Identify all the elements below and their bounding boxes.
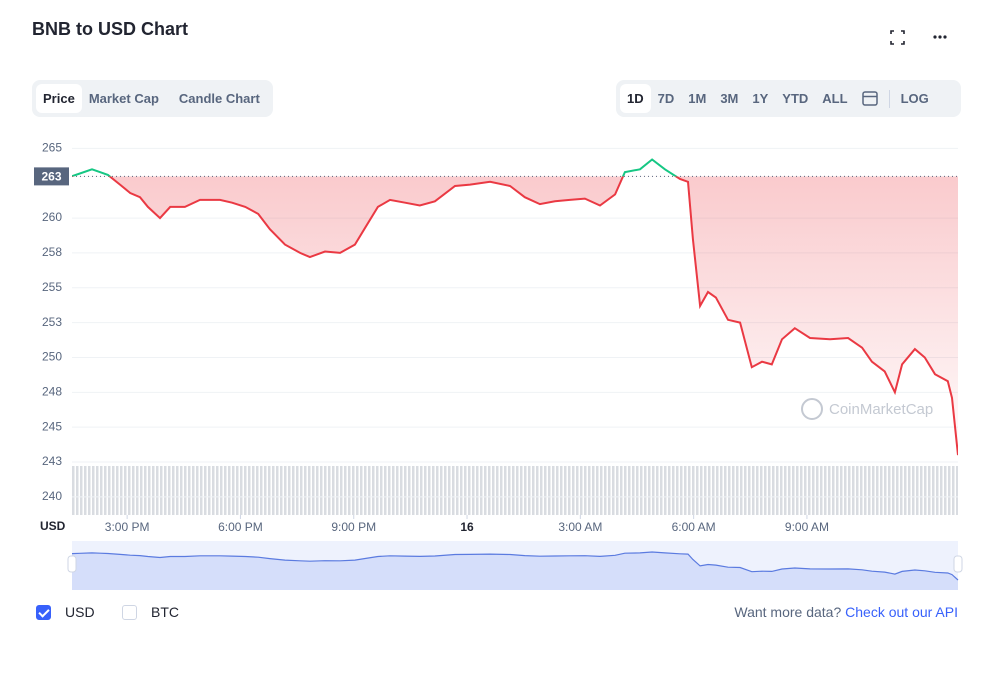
watermark-text: CoinMarketCap xyxy=(829,401,933,418)
y-tick-label: 240 xyxy=(42,489,62,503)
more-icon[interactable] xyxy=(933,35,947,39)
y-tick-label: 260 xyxy=(42,210,62,224)
y-tick-label: 250 xyxy=(42,350,62,364)
navigator-line xyxy=(71,551,959,581)
tab[interactable]: Market Cap xyxy=(88,91,159,106)
y-tick-label: 255 xyxy=(42,280,62,294)
tab[interactable]: Candle Chart xyxy=(178,91,260,106)
x-tick-label: 3:00 AM xyxy=(558,520,602,534)
log-button[interactable]: LOG xyxy=(900,91,929,106)
price-line xyxy=(72,176,958,456)
separator xyxy=(888,89,890,108)
tab-group: Price Market Cap Candle Chart xyxy=(32,80,273,117)
range-button[interactable]: YTD xyxy=(782,91,809,106)
checkbox[interactable]: USD xyxy=(36,604,95,620)
reference-badge xyxy=(34,167,69,186)
y-tick-label: 248 xyxy=(42,384,62,398)
navigator-handle[interactable] xyxy=(953,555,963,573)
volume-decoration xyxy=(72,466,958,515)
calendar-icon[interactable] xyxy=(855,89,885,109)
prompt-text: Want more data? xyxy=(734,604,842,620)
range-button[interactable]: 1D xyxy=(620,84,651,113)
x-tick-label: 9:00 PM xyxy=(331,520,376,534)
checkbox-label: BTC xyxy=(151,604,179,620)
x-tick-label: 6:00 PM xyxy=(218,520,263,534)
y-tick-label: 253 xyxy=(42,315,62,329)
x-tick-label: 9:00 AM xyxy=(785,520,829,534)
y-tick-label: 243 xyxy=(42,454,62,468)
checkbox-label: USD xyxy=(65,604,95,620)
reference-label: 263 xyxy=(41,170,61,184)
range-button[interactable]: ALL xyxy=(822,91,848,106)
range-button[interactable]: 7D xyxy=(657,91,675,106)
x-tick-label: 16 xyxy=(460,520,474,534)
y-tick-label: 265 xyxy=(42,141,62,155)
y-tick-label: 258 xyxy=(42,245,62,259)
y-tick-label: 245 xyxy=(42,419,62,433)
x-tick-label: 6:00 AM xyxy=(672,520,716,534)
fullscreen-icon[interactable] xyxy=(890,30,905,45)
title: BNB to USD Chart xyxy=(32,19,188,39)
range-button[interactable]: 3M xyxy=(720,91,739,106)
y-axis-label: USD xyxy=(40,519,66,533)
x-tick-label: 3:00 PM xyxy=(105,520,150,534)
tab[interactable]: Price xyxy=(36,84,82,113)
area xyxy=(72,176,958,456)
chart: USD CoinMarketCap 240 243 245 248 250 253 255 2… xyxy=(34,141,963,590)
range-button[interactable]: 1Y xyxy=(752,91,769,106)
range-button[interactable]: 1M xyxy=(688,91,707,106)
navigator-handle[interactable] xyxy=(67,555,77,573)
api-prompt: Want more data? Check out our API xyxy=(734,604,958,620)
watermark: CoinMarketCap xyxy=(801,398,933,420)
api-link[interactable]: Check out our API xyxy=(845,604,958,620)
toolbar-icons xyxy=(890,30,947,45)
range-group: 1D 7D 1M 3M 1Y YTD ALL LOG xyxy=(616,80,961,117)
navigator-area xyxy=(72,552,958,590)
checkbox[interactable]: BTC xyxy=(122,604,179,620)
